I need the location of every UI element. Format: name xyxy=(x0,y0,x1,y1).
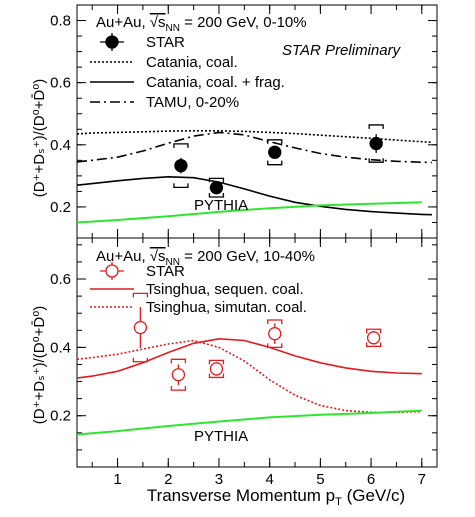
sys-error-bracket xyxy=(267,319,283,349)
legend-entry: TAMU, 0-20% xyxy=(146,94,239,111)
data-point-star xyxy=(268,327,282,341)
y-tick-label: 0.4 xyxy=(50,137,71,154)
y-tick-label: 0.2 xyxy=(50,199,71,216)
x-tick-label: 1 xyxy=(113,471,121,488)
x-tick-label: 2 xyxy=(164,471,172,488)
legend-entry: Catania, coal. xyxy=(146,54,238,71)
panel-header: Au+Au, √sNN = 200 GeV, 10-40% xyxy=(96,248,315,268)
preliminary-label: STAR Preliminary xyxy=(282,42,402,59)
sys-error-bracket xyxy=(208,359,225,379)
series-line-pythia xyxy=(76,409,422,436)
x-tick-label: 6 xyxy=(367,471,375,488)
y-tick-label: 0.6 xyxy=(50,271,71,288)
legend-marker xyxy=(105,35,119,49)
pythia-label: PYTHIA xyxy=(194,197,248,214)
sys-error-bracket xyxy=(132,292,149,363)
sys-error-bracket xyxy=(368,124,384,163)
top-y-axis-title: (D⁺+Dₛ⁺)/(D⁰+D̄⁰) xyxy=(31,79,48,197)
header-root-sub: NN xyxy=(166,23,180,34)
x-tick-label: 3 xyxy=(215,471,223,488)
x-tick-label: 5 xyxy=(316,471,324,488)
y-tick-label: 0.8 xyxy=(50,13,71,30)
sys-error-bracket xyxy=(170,358,187,391)
plot-frame xyxy=(76,237,438,468)
series-line-catania-coal-frag xyxy=(76,175,432,216)
data-point-star xyxy=(209,362,224,376)
series-line-tamu-0-20 xyxy=(76,131,432,164)
header-root: √s xyxy=(150,248,166,265)
series-line-tsinghua-simutan-coal xyxy=(76,339,422,414)
panel-header: Au+Au, √sNN = 200 GeV, 0-10% xyxy=(96,14,307,34)
series-line-catania-coal xyxy=(76,130,432,144)
data-point-star xyxy=(174,158,188,173)
data-point-star xyxy=(133,320,148,335)
series-line-tsinghua-sequen-coal xyxy=(76,337,422,379)
data-point-star xyxy=(268,145,282,159)
panels: 0.2 0.4 0.6 0.8 STAR Catania, coal. Catania, c… xyxy=(50,4,438,488)
header-rest: = 200 GeV, 0-10% xyxy=(180,14,307,31)
x-tick-label: 7 xyxy=(418,471,426,488)
series-line-pythia xyxy=(76,201,422,224)
header-root-sub: NN xyxy=(166,257,180,268)
sys-error-bracket xyxy=(173,143,189,189)
y-tick-label: 0.4 xyxy=(50,339,71,356)
panel-top: 0.2 0.4 0.6 0.8 STAR Catania, coal. Catania, c… xyxy=(50,4,438,239)
data-point-star xyxy=(171,368,186,382)
legend-entry: STAR xyxy=(146,34,185,51)
legend-entry: Tsinghua, sequen. coal. xyxy=(146,281,304,298)
y-tick-label: 0.6 xyxy=(50,75,71,92)
header-system: Au+Au, xyxy=(96,14,150,31)
x-tick-label: 4 xyxy=(266,471,274,488)
pythia-label: PYTHIA xyxy=(194,428,248,445)
header-root: √s xyxy=(150,14,166,31)
x-axis-title: Transverse Momentum pT (GeV/c) xyxy=(147,486,405,508)
data-point-star xyxy=(209,181,224,195)
data-point-star xyxy=(366,331,381,345)
legend-marker xyxy=(105,264,119,278)
y-tick-label: 0.2 xyxy=(50,408,71,425)
sys-error-bracket xyxy=(365,328,382,347)
header-rest: = 200 GeV, 10-40% xyxy=(180,248,315,265)
data-point-star xyxy=(369,136,383,151)
bottom-y-axis-title: (D⁺+Dₛ⁺)/(D⁰+D̄⁰) xyxy=(31,306,48,424)
legend-entry: STAR xyxy=(146,263,185,280)
legend-entry: Tsinghua, simutan. coal. xyxy=(146,299,307,316)
header-system: Au+Au, xyxy=(96,248,150,265)
legend-entry: Catania, coal. + frag. xyxy=(146,74,285,91)
